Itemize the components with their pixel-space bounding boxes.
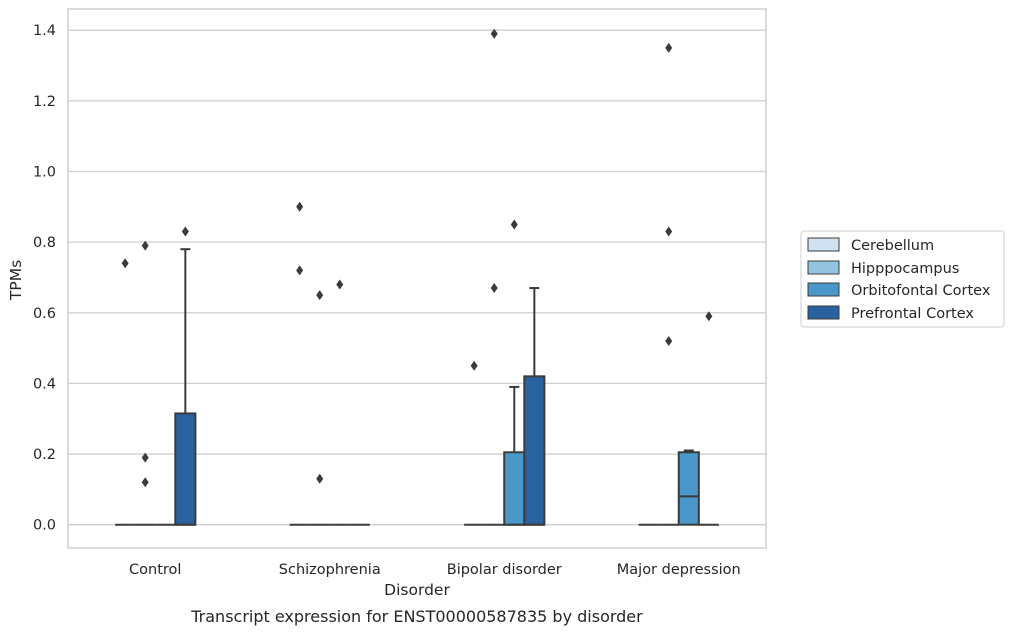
outlier-point	[296, 201, 304, 212]
legend-item-hipppocampus: Hipppocampus	[807, 260, 959, 277]
y-tick-label: 1.0	[33, 164, 56, 180]
outlier-point	[316, 290, 324, 301]
outlier-point	[665, 226, 673, 237]
x-tick-label: Major depression	[617, 562, 741, 578]
y-tick-label: 1.2	[33, 94, 56, 110]
box-orbitofontal-cortex-major-depression	[677, 449, 700, 526]
y-tick-label: 0.4	[33, 376, 56, 392]
outlier-point	[316, 473, 324, 484]
outlier-point	[705, 311, 713, 322]
figure-caption: Transcript expression for ENST0000058783…	[190, 607, 643, 626]
outlier-point	[336, 279, 344, 290]
outlier-point	[665, 42, 673, 53]
legend-label-hipppocampus: Hipppocampus	[851, 261, 959, 277]
y-tick-label: 0.6	[33, 306, 56, 322]
legend-item-orbitofontal-cortex: Orbitofontal Cortex	[807, 282, 991, 299]
boxes	[115, 248, 719, 526]
legend-swatch-cerebellum	[807, 237, 840, 252]
outlier-point	[470, 360, 478, 371]
x-tick-label: Bipolar disorder	[447, 562, 562, 578]
legend-item-cerebellum: Cerebellum	[807, 237, 934, 254]
y-axis-ticks: 0.0 0.2 0.4 0.6 0.8 1.0 1.2 1.4	[33, 23, 56, 533]
x-axis-label: Disorder	[384, 581, 450, 599]
legend-label-cerebellum: Cerebellum	[851, 238, 934, 254]
legend-swatch-orbitofontal-cortex	[807, 282, 840, 297]
legend-label-prefrontal-cortex: Prefrontal Cortex	[851, 306, 974, 322]
outlier-point	[141, 452, 149, 463]
box-prefrontal-cortex-bipolar-disorder	[523, 287, 546, 526]
outlier-point	[141, 477, 149, 488]
outlier-point	[490, 28, 498, 39]
x-tick-label: Schizophrenia	[279, 562, 381, 578]
legend-frame	[800, 230, 1005, 328]
box-body	[503, 451, 526, 526]
box-body	[523, 375, 546, 526]
outlier-point	[141, 240, 149, 251]
outlier-point	[296, 265, 304, 276]
plot-frame	[67, 8, 767, 549]
box-body	[174, 412, 197, 526]
legend-swatch-hipppocampus	[807, 260, 840, 275]
y-tick-label: 0.2	[33, 447, 56, 463]
legend-swatch-prefrontal-cortex	[807, 305, 840, 320]
box-orbitofontal-cortex-bipolar-disorder	[503, 385, 526, 526]
box-prefrontal-cortex-control	[174, 248, 197, 526]
legend-item-prefrontal-cortex: Prefrontal Cortex	[807, 305, 974, 322]
x-tick-label: Control	[129, 562, 181, 578]
outlier-point	[490, 283, 498, 294]
grid-lines	[68, 29, 766, 526]
legend-label-orbitofontal-cortex: Orbitofontal Cortex	[851, 283, 991, 299]
legend: Cerebellum Hipppocampus Orbitofontal Cor…	[800, 230, 1005, 328]
outliers	[121, 28, 713, 488]
outlier-point	[665, 336, 673, 347]
outlier-point	[510, 219, 518, 230]
outlier-point	[121, 258, 129, 269]
y-axis-label: TPMs	[7, 260, 25, 301]
x-axis-ticks: Control Schizophrenia Bipolar disorder Majo…	[129, 562, 741, 578]
y-tick-label: 1.4	[33, 23, 56, 39]
y-tick-label: 0.0	[33, 518, 56, 534]
y-tick-label: 0.8	[33, 235, 56, 251]
box-body	[677, 451, 700, 526]
outlier-point	[181, 226, 189, 237]
